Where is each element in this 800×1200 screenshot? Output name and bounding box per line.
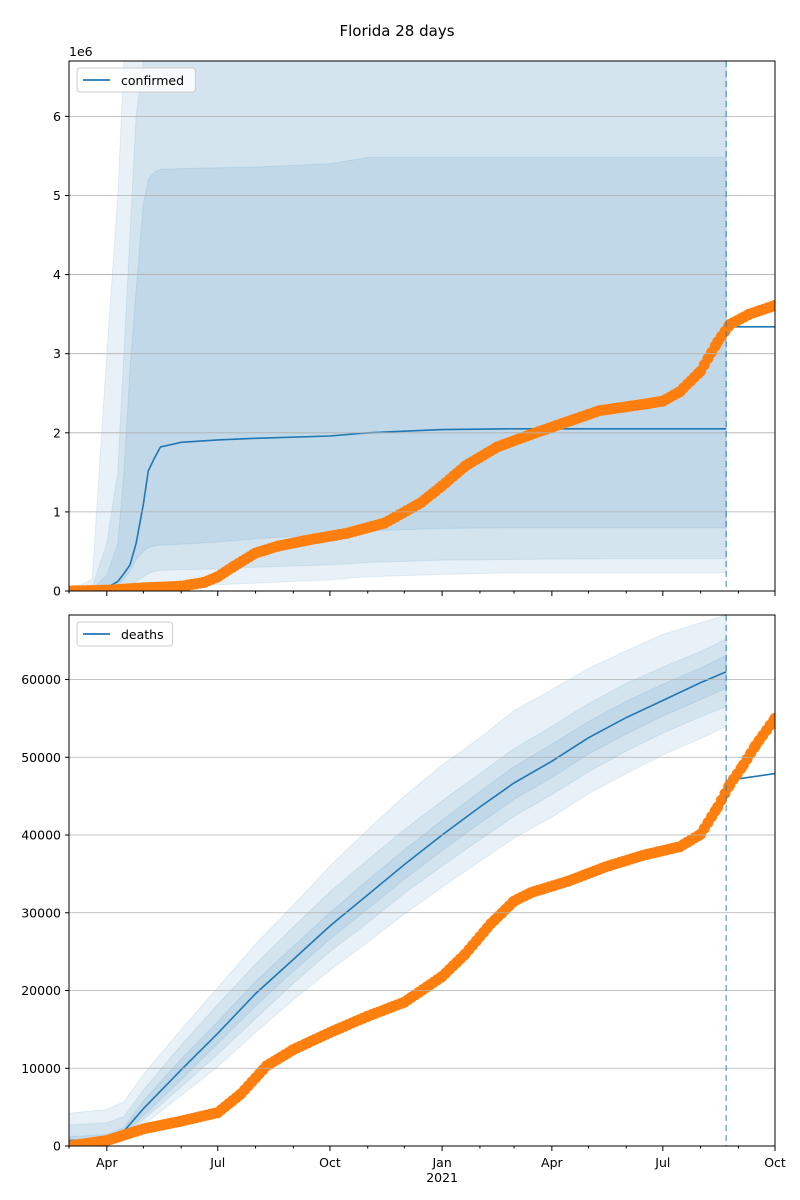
legend-label: deaths xyxy=(121,627,164,642)
y-tick-label: 0 xyxy=(53,1139,61,1154)
y-tick-label: 1 xyxy=(53,504,61,519)
y-tick-label: 40000 xyxy=(21,828,61,843)
y-tick-label: 3 xyxy=(53,346,61,361)
y-tick-label: 4 xyxy=(53,267,61,282)
y-tick-label: 20000 xyxy=(21,983,61,998)
y-tick-label: 30000 xyxy=(21,905,61,920)
x-tick-label: Jul xyxy=(654,1155,670,1170)
confirmed-panel: 0 1 2 3 4 5 6 1e6 confirmed xyxy=(53,44,776,599)
x-tick-label: Apr xyxy=(96,1155,118,1170)
model-line xyxy=(69,428,727,591)
axes-frame xyxy=(68,614,776,1147)
axes-frame xyxy=(68,60,776,592)
model-line xyxy=(69,671,727,1142)
observed-point xyxy=(769,712,775,724)
uncertainty-band xyxy=(69,157,727,591)
observed-point xyxy=(769,299,775,311)
x-tick-label: Jul xyxy=(209,1155,225,1170)
y-tick-label: 2 xyxy=(53,425,61,440)
x-tick-label: Oct xyxy=(319,1155,341,1170)
legend-box xyxy=(76,621,174,647)
y-tick-label: 60000 xyxy=(21,672,61,687)
y-tick-label: 5 xyxy=(53,188,61,203)
legend-box xyxy=(76,67,196,93)
plot-area xyxy=(69,615,775,1146)
y-offset-label: 1e6 xyxy=(69,44,93,59)
x-tick-label: Jan xyxy=(431,1155,451,1170)
deaths-panel: 0 10000 20000 30000 40000 50000 60000 Apr Jul Oct… xyxy=(21,614,786,1185)
chart-title: Florida 28 days xyxy=(339,22,454,40)
y-tick-label: 0 xyxy=(53,584,61,599)
y-tick-label: 50000 xyxy=(21,750,61,765)
y-tick-label: 10000 xyxy=(21,1061,61,1076)
legend-label: confirmed xyxy=(121,73,184,88)
x-tick-year-label: 2021 xyxy=(426,1170,458,1185)
x-tick-label: Apr xyxy=(541,1155,563,1170)
x-tick-label: Oct xyxy=(764,1155,786,1170)
y-tick-label: 6 xyxy=(53,109,61,124)
plot-area xyxy=(69,61,775,591)
